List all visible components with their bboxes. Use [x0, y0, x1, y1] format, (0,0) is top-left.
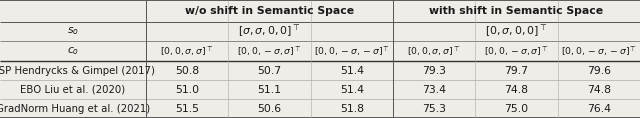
- Text: 50.7: 50.7: [257, 66, 282, 76]
- Text: MSP Hendrycks & Gimpel (2017): MSP Hendrycks & Gimpel (2017): [0, 66, 156, 76]
- Text: with shift in Semantic Space: with shift in Semantic Space: [429, 6, 604, 16]
- Text: 75.0: 75.0: [504, 104, 529, 114]
- Text: $[0,0,-\sigma,-\sigma]^\top$: $[0,0,-\sigma,-\sigma]^\top$: [314, 44, 390, 58]
- Text: 74.8: 74.8: [587, 85, 611, 95]
- Text: 51.8: 51.8: [340, 104, 364, 114]
- Text: 51.1: 51.1: [257, 85, 282, 95]
- Text: 79.7: 79.7: [504, 66, 529, 76]
- Text: 74.8: 74.8: [504, 85, 529, 95]
- Text: 51.4: 51.4: [340, 85, 364, 95]
- Text: 79.6: 79.6: [587, 66, 611, 76]
- Text: 79.3: 79.3: [422, 66, 446, 76]
- Text: $[\sigma,\sigma,0,0]^\top$: $[\sigma,\sigma,0,0]^\top$: [238, 24, 301, 40]
- Text: $[0,0,-\sigma,\sigma]^\top$: $[0,0,-\sigma,\sigma]^\top$: [237, 44, 302, 58]
- Text: 75.3: 75.3: [422, 104, 446, 114]
- Text: $[0,0,-\sigma,-\sigma]^\top$: $[0,0,-\sigma,-\sigma]^\top$: [561, 44, 637, 58]
- Text: 76.4: 76.4: [587, 104, 611, 114]
- Text: 50.8: 50.8: [175, 66, 199, 76]
- Text: EBO Liu et al. (2020): EBO Liu et al. (2020): [20, 85, 125, 95]
- Text: 51.5: 51.5: [175, 104, 199, 114]
- Text: $c_o$: $c_o$: [67, 45, 79, 57]
- Text: $s_o$: $s_o$: [67, 26, 79, 38]
- Text: 51.0: 51.0: [175, 85, 199, 95]
- Text: $[0,0,\sigma,\sigma]^\top$: $[0,0,\sigma,\sigma]^\top$: [408, 44, 461, 58]
- Text: 50.6: 50.6: [257, 104, 282, 114]
- Text: $[0,0,\sigma,\sigma]^\top$: $[0,0,\sigma,\sigma]^\top$: [161, 44, 214, 58]
- Text: 73.4: 73.4: [422, 85, 446, 95]
- Text: w/o shift in Semantic Space: w/o shift in Semantic Space: [185, 6, 354, 16]
- Text: 51.4: 51.4: [340, 66, 364, 76]
- Text: GradNorm Huang et al. (2021): GradNorm Huang et al. (2021): [0, 104, 150, 114]
- Text: $[0,0,-\sigma,\sigma]^\top$: $[0,0,-\sigma,\sigma]^\top$: [484, 44, 549, 58]
- Text: $[0,\sigma,0,0]^\top$: $[0,\sigma,0,0]^\top$: [485, 24, 548, 40]
